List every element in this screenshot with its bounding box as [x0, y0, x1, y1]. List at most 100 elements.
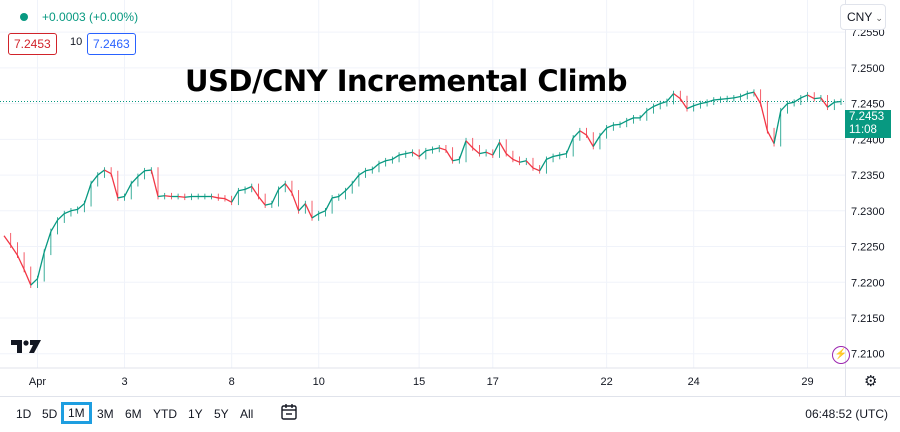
price-segment: [505, 153, 514, 160]
price-segment: [713, 98, 721, 101]
x-tick-label: Apr: [29, 376, 46, 388]
price-segment: [23, 269, 32, 286]
price-segment: [585, 134, 594, 147]
utc-clock[interactable]: 06:48:52 (UTC): [805, 407, 888, 421]
y-tick-label: 7.2350: [851, 170, 885, 182]
price-segment: [57, 213, 65, 221]
timeframe-1y-button[interactable]: 1Y: [188, 407, 203, 421]
chevron-down-icon: ⌄: [875, 13, 883, 23]
gear-icon[interactable]: ⚙: [864, 373, 878, 390]
price-segment: [666, 93, 675, 102]
y-tick-label: 7.2200: [851, 277, 885, 289]
price-segment: [30, 278, 38, 286]
bar-countdown: 11:08: [849, 124, 877, 136]
price-segment: [358, 170, 366, 176]
price-segment: [43, 231, 52, 253]
price-segment: [458, 140, 467, 160]
price-segment: [733, 95, 741, 99]
currency-selector[interactable]: CNY ⌄: [840, 4, 886, 30]
price-segment: [613, 123, 621, 126]
price-axis-divider: [845, 0, 846, 396]
price-segment: [727, 97, 734, 100]
price-segment: [546, 155, 554, 160]
price-segment: [110, 173, 119, 199]
price-segment: [619, 120, 628, 125]
price-change: +0.0003 (+0.00%): [42, 10, 139, 24]
timeframe-toolbar: 1D 5D 1M 3M 6M YTD 1Y 5Y All 06:48:52 (U…: [0, 396, 900, 432]
x-tick-label: 15: [413, 376, 425, 388]
price-segment: [244, 185, 253, 190]
price-segment: [238, 188, 246, 192]
y-tick-label: 7.2550: [851, 27, 885, 39]
y-tick-label: 7.2100: [851, 349, 885, 361]
price-segment: [284, 183, 293, 194]
x-tick-label: 29: [801, 376, 813, 388]
price-segment: [579, 130, 587, 136]
price-segment: [224, 198, 232, 203]
price-segment: [807, 94, 815, 100]
price-segment: [773, 110, 782, 144]
price-segment: [519, 160, 527, 163]
last-price-value: 7.2453: [849, 111, 885, 123]
tradingview-logo-icon[interactable]: [11, 340, 41, 354]
price-segment: [251, 186, 259, 197]
timeframe-1m-button[interactable]: 1M: [61, 402, 92, 424]
price-segment: [780, 103, 788, 112]
price-segment: [365, 168, 373, 172]
price-segment: [231, 190, 239, 203]
price-segment: [498, 141, 507, 154]
y-tick-label: 7.2500: [851, 63, 885, 75]
last-price-label: 7.2453 11:08: [845, 110, 891, 138]
price-segment: [787, 101, 795, 105]
price-segment: [178, 195, 185, 198]
sell-price-button[interactable]: 7.2453: [8, 33, 57, 55]
price-segment: [660, 100, 668, 105]
market-status-icon: [20, 13, 28, 21]
currency-label: CNY: [847, 10, 873, 24]
price-segment: [338, 190, 346, 197]
price-segment: [552, 154, 560, 158]
price-segment: [827, 101, 835, 108]
y-tick-label: 7.2300: [851, 206, 885, 218]
price-segment: [720, 97, 728, 100]
x-tick-label: 10: [313, 376, 325, 388]
price-segment: [740, 93, 748, 98]
price-segment: [117, 195, 125, 199]
price-segment: [700, 101, 708, 105]
price-segment: [298, 203, 306, 212]
price-segment: [371, 163, 380, 170]
timeframe-5d-button[interactable]: 5D: [42, 407, 58, 421]
timeframe-6m-button[interactable]: 6M: [125, 407, 142, 421]
price-segment: [559, 152, 567, 156]
lightning-icon[interactable]: ⚡: [832, 346, 850, 364]
buy-price-button[interactable]: 7.2463: [87, 33, 136, 55]
y-tick-label: 7.2450: [851, 99, 885, 111]
timeframe-5y-button[interactable]: 5Y: [214, 407, 229, 421]
price-segment: [70, 208, 78, 212]
price-segment: [686, 105, 694, 110]
price-segment: [64, 210, 72, 215]
timeframe-ytd-button[interactable]: YTD: [153, 407, 177, 421]
price-segment: [257, 196, 266, 206]
price-segment: [492, 141, 501, 156]
timeframe-all-button[interactable]: All: [240, 407, 254, 421]
price-segment: [304, 203, 313, 219]
price-segment: [793, 97, 802, 103]
price-segment: [820, 97, 829, 108]
timeframe-1d-button[interactable]: 1D: [16, 407, 32, 421]
price-segment: [432, 147, 440, 150]
price-segment: [639, 110, 648, 119]
price-segment: [834, 100, 842, 103]
timeframe-3m-button[interactable]: 3M: [97, 407, 114, 421]
price-segment: [278, 183, 286, 190]
chart-headline: USD/CNY Incremental Climb: [185, 64, 627, 98]
calendar-icon[interactable]: [280, 403, 298, 421]
price-segment: [539, 159, 547, 172]
price-segment: [385, 158, 393, 162]
price-segment: [324, 197, 333, 212]
price-segment: [532, 167, 540, 172]
price-segment: [425, 148, 433, 152]
price-segment: [378, 160, 386, 165]
price-segment: [16, 254, 25, 270]
